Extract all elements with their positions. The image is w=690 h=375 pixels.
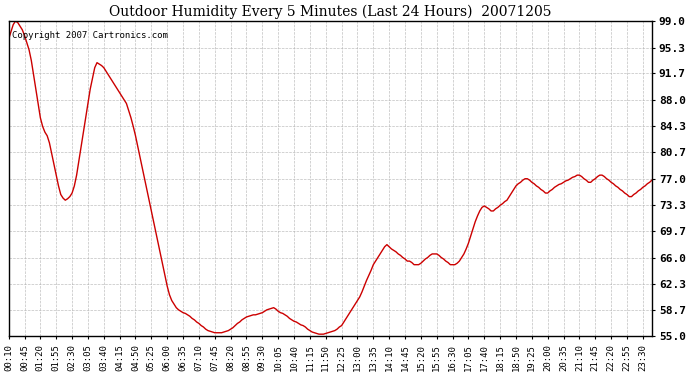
Text: Copyright 2007 Cartronics.com: Copyright 2007 Cartronics.com: [12, 31, 168, 40]
Title: Outdoor Humidity Every 5 Minutes (Last 24 Hours)  20071205: Outdoor Humidity Every 5 Minutes (Last 2…: [109, 4, 551, 18]
